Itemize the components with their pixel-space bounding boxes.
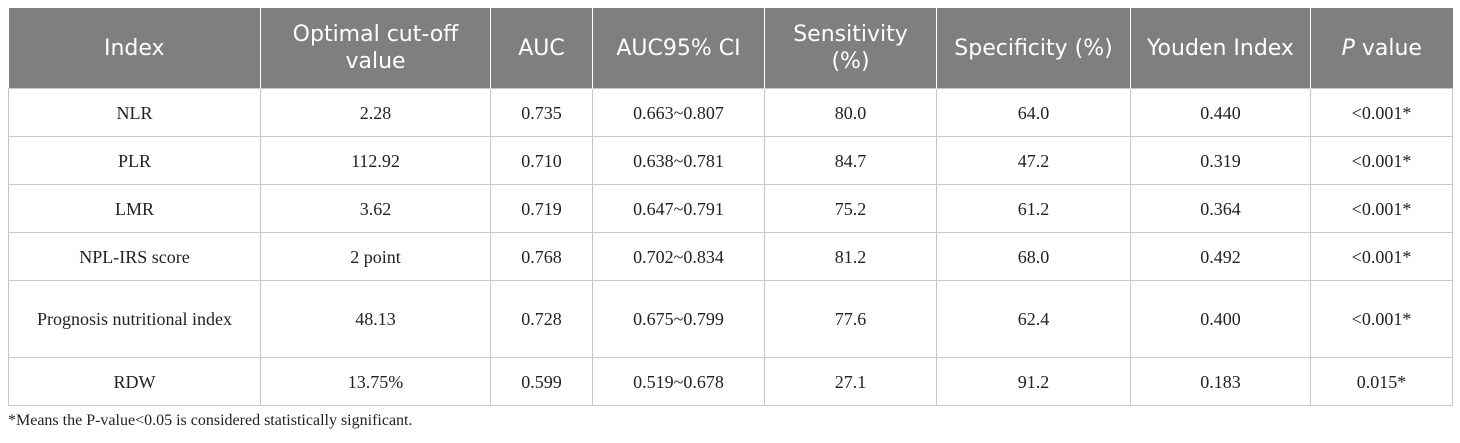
footnote: *Means the P-value<0.05 is considered st… [8, 412, 413, 429]
cell-auc-ci: 0.638~0.781 [592, 136, 765, 185]
cell-p-value: <0.001* [1310, 232, 1453, 281]
cell-youden: 0.364 [1130, 184, 1311, 233]
cell-cutoff: 2.28 [260, 88, 491, 137]
cell-p-value: 0.015* [1310, 357, 1453, 406]
cell-auc: 0.710 [490, 136, 593, 185]
header-p-italic: P [1341, 35, 1355, 61]
cell-sensitivity: 75.2 [764, 184, 937, 233]
header-auc: AUC [490, 8, 593, 89]
cell-specificity: 62.4 [936, 280, 1131, 358]
cell-index: LMR [8, 184, 261, 233]
header-index: Index [8, 8, 261, 89]
table-row: NLR 2.28 0.735 0.663~0.807 80.0 64.0 0.440 <0.0… [8, 88, 1453, 137]
cell-specificity: 68.0 [936, 232, 1131, 281]
cell-cutoff: 48.13 [260, 280, 491, 358]
header-auc-ci: AUC95% CI [592, 8, 765, 89]
data-table: Index Optimal cut-off value AUC AUC95% C… [8, 8, 1453, 406]
cell-cutoff: 2 point [260, 232, 491, 281]
cell-auc-ci: 0.702~0.834 [592, 232, 765, 281]
table-row: LMR 3.62 0.719 0.647~0.791 75.2 61.2 0.364 <0.0… [8, 184, 1453, 233]
cell-index: NLR [8, 88, 261, 137]
cell-p-value: <0.001* [1310, 280, 1453, 358]
table-row: NPL-IRS score 2 point 0.768 0.702~0.834 81.2… [8, 232, 1453, 281]
cell-p-value: <0.001* [1310, 136, 1453, 185]
cell-auc: 0.599 [490, 357, 593, 406]
cell-auc-ci: 0.675~0.799 [592, 280, 765, 358]
cell-auc: 0.719 [490, 184, 593, 233]
header-youden: Youden Index [1130, 8, 1311, 89]
cell-specificity: 47.2 [936, 136, 1131, 185]
cell-sensitivity: 27.1 [764, 357, 937, 406]
cell-sensitivity: 80.0 [764, 88, 937, 137]
cell-cutoff: 3.62 [260, 184, 491, 233]
cell-index: Prognosis nutritional index [8, 280, 261, 358]
cell-youden: 0.319 [1130, 136, 1311, 185]
cell-cutoff: 112.92 [260, 136, 491, 185]
cell-youden: 0.183 [1130, 357, 1311, 406]
cell-auc-ci: 0.519~0.678 [592, 357, 765, 406]
cell-p-value: <0.001* [1310, 184, 1453, 233]
cell-auc: 0.728 [490, 280, 593, 358]
header-p-rest: value [1354, 35, 1422, 61]
cell-sensitivity: 84.7 [764, 136, 937, 185]
header-p-value: P value [1310, 8, 1453, 89]
cell-p-value: <0.001* [1310, 88, 1453, 137]
cell-specificity: 91.2 [936, 357, 1131, 406]
cell-index: PLR [8, 136, 261, 185]
cell-specificity: 64.0 [936, 88, 1131, 137]
header-specificity: Specificity (%) [936, 8, 1131, 89]
cell-auc: 0.735 [490, 88, 593, 137]
cell-index: NPL-IRS score [8, 232, 261, 281]
table-row: Prognosis nutritional index 48.13 0.728 0.6… [8, 280, 1453, 358]
header-sensitivity: Sensitivity (%) [764, 8, 937, 89]
cell-auc-ci: 0.647~0.791 [592, 184, 765, 233]
cell-auc-ci: 0.663~0.807 [592, 88, 765, 137]
cell-auc: 0.768 [490, 232, 593, 281]
table-body: NLR 2.28 0.735 0.663~0.807 80.0 64.0 0.440 <0.0… [8, 88, 1453, 406]
cell-youden: 0.440 [1130, 88, 1311, 137]
cell-youden: 0.492 [1130, 232, 1311, 281]
table-row: RDW 13.75% 0.599 0.519~0.678 27.1 91.2 0.183 0.… [8, 357, 1453, 406]
cell-youden: 0.400 [1130, 280, 1311, 358]
cell-index: RDW [8, 357, 261, 406]
header-row: Index Optimal cut-off value AUC AUC95% C… [8, 8, 1453, 89]
table-row: PLR 112.92 0.710 0.638~0.781 84.7 47.2 0.319 <0… [8, 136, 1453, 185]
cell-sensitivity: 81.2 [764, 232, 937, 281]
cell-cutoff: 13.75% [260, 357, 491, 406]
cell-sensitivity: 77.6 [764, 280, 937, 358]
cell-specificity: 61.2 [936, 184, 1131, 233]
header-cutoff: Optimal cut-off value [260, 8, 491, 89]
